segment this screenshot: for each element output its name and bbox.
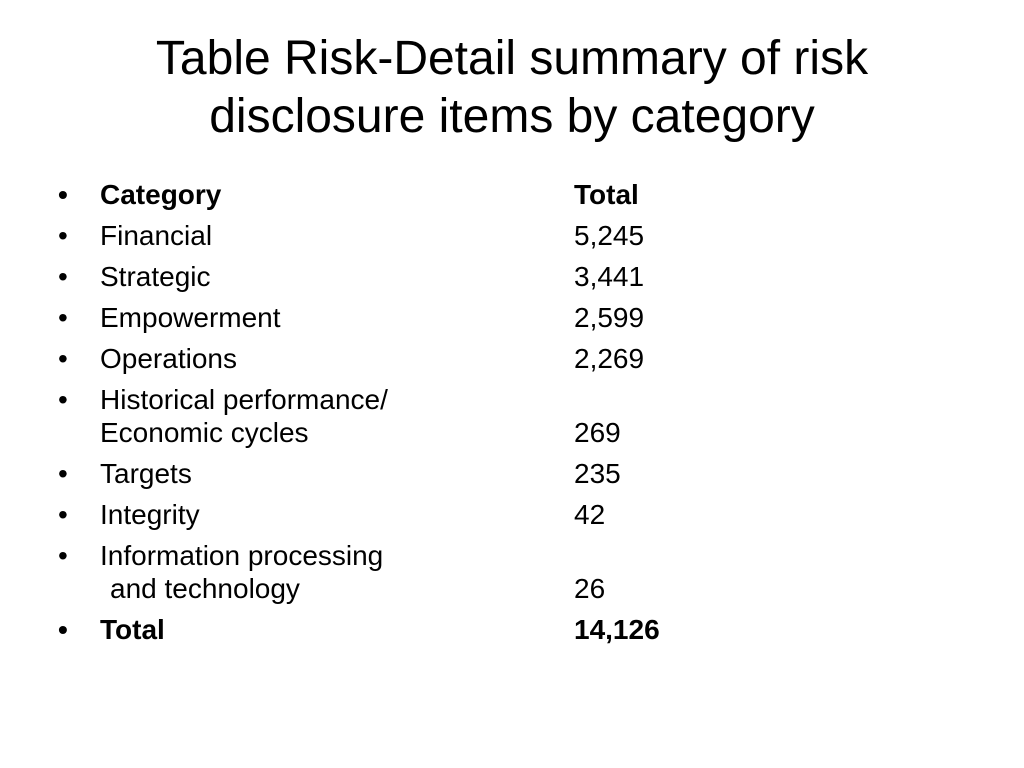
category-total: 26 (574, 573, 606, 604)
category-name-line-1: Historical performance/ (100, 384, 388, 415)
list-item: • Historical performance/ Economic cycle… (58, 383, 958, 449)
bullet-icon: • (58, 343, 68, 374)
category-total: 235 (574, 458, 621, 489)
title-line-1: Table Risk-Detail summary of risk (155, 32, 869, 85)
title-line-2: disclosure items by category (209, 90, 815, 143)
category-name-line-2: Economic cycles (100, 417, 309, 448)
category-total: 2,599 (574, 302, 645, 333)
list-item: • Financial 5,245 (58, 219, 958, 252)
header-row: • Category Total (58, 178, 958, 211)
risk-category-list: • Category Total • Financial 5,245 • Str… (58, 178, 958, 654)
list-item: • Empowerment 2,599 (58, 301, 958, 334)
slide-title: Table Risk-Detail summary of risk disclo… (40, 30, 984, 146)
category-name: Integrity (100, 499, 200, 530)
category-name: Empowerment (100, 302, 281, 333)
category-total: 3,441 (574, 261, 645, 292)
bullet-icon: • (58, 220, 68, 251)
bullet-icon: • (58, 261, 68, 292)
category-name: Operations (100, 343, 237, 374)
category-header: Category (100, 179, 222, 210)
list-item: • Operations 2,269 (58, 342, 958, 375)
total-label: Total (100, 614, 165, 645)
bullet-icon: • (58, 179, 68, 210)
category-total: 2,269 (574, 343, 645, 374)
bullet-icon: • (58, 614, 68, 645)
total-row: • Total 14,126 (58, 613, 958, 646)
list-item: • Information processing and technology … (58, 539, 958, 605)
category-total: 269 (574, 417, 621, 448)
category-name-line-1: Information processing (100, 540, 384, 571)
category-name-line-2: and technology (110, 573, 300, 604)
category-total: 5,245 (574, 220, 645, 251)
bullet-icon: • (58, 499, 68, 530)
category-name: Targets (100, 458, 192, 489)
list-item: • Integrity 42 (58, 498, 958, 531)
bullet-icon: • (58, 384, 68, 415)
bullet-icon: • (58, 302, 68, 333)
bullet-icon: • (58, 458, 68, 489)
bullet-icon: • (58, 540, 68, 571)
total-header: Total (574, 179, 639, 210)
category-name: Financial (100, 220, 213, 251)
category-total: 42 (574, 499, 606, 530)
list-item: • Strategic 3,441 (58, 260, 958, 293)
category-name: Strategic (100, 261, 211, 292)
grand-total: 14,126 (574, 614, 660, 645)
list-item: • Targets 235 (58, 457, 958, 490)
